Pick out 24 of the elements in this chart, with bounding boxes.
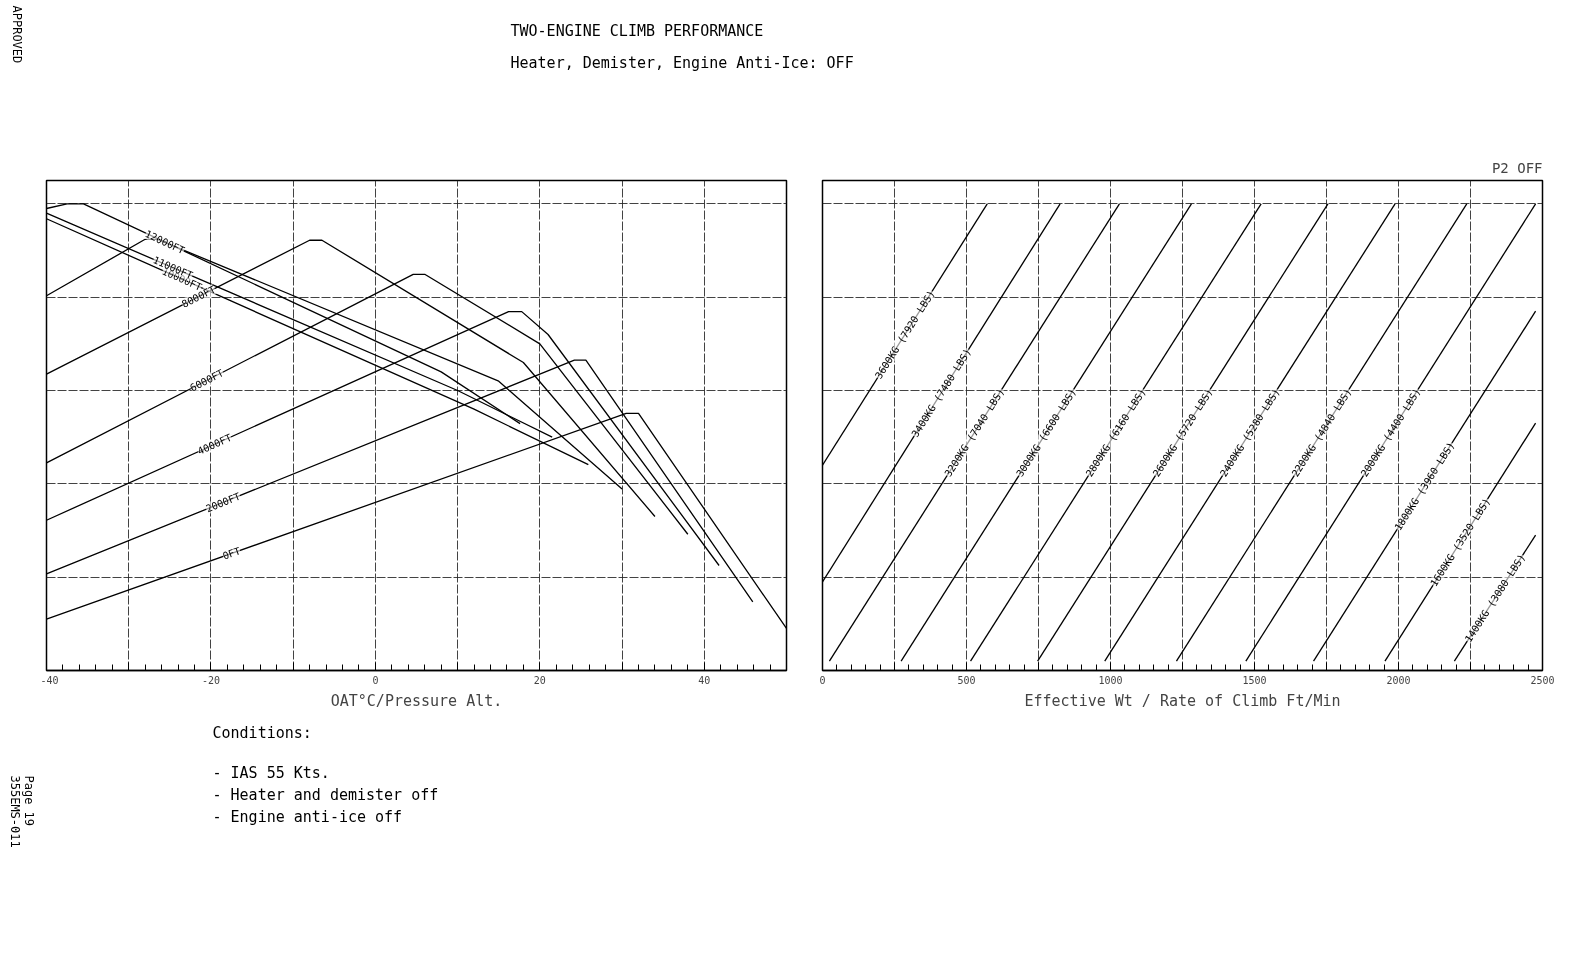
- text: - IAS 55 Kts.: [212, 763, 330, 782]
- x-tick-label: 20: [533, 674, 546, 686]
- x-tick-label: -20: [201, 674, 220, 686]
- chart-title: TWO-ENGINE CLIMB PERFORMANCE: [510, 21, 764, 40]
- text: - Engine anti-ice off: [212, 807, 403, 826]
- x-tick-label: 2500: [1530, 674, 1555, 686]
- text: APPROVED: [9, 5, 24, 64]
- x-tick-label: -40: [40, 674, 59, 686]
- x-tick-label: 1500: [1242, 674, 1267, 686]
- text: 0FT: [221, 545, 242, 562]
- x-tick-label: 0: [819, 674, 826, 686]
- x-tick-label: 500: [957, 674, 976, 686]
- chart-subtitle: Heater, Demister, Engine Anti-Ice: OFF: [510, 53, 854, 72]
- x-axis-title: OAT°C/Pressure Alt.: [330, 691, 503, 710]
- x-tick-label: 2000: [1386, 674, 1411, 686]
- text: Page 19: [21, 775, 36, 827]
- text: Conditions:: [212, 723, 312, 742]
- text: 355EMS-011: [7, 775, 22, 848]
- x-tick-label: 40: [698, 674, 711, 686]
- chart-subtitle: P2 OFF: [1491, 159, 1543, 176]
- x-tick-label: 0: [372, 674, 379, 686]
- text: - Heater and demister off: [212, 785, 439, 804]
- x-tick-label: 1000: [1098, 674, 1123, 686]
- x-axis-title: Effective Wt / Rate of Climb Ft/Min: [1024, 691, 1341, 710]
